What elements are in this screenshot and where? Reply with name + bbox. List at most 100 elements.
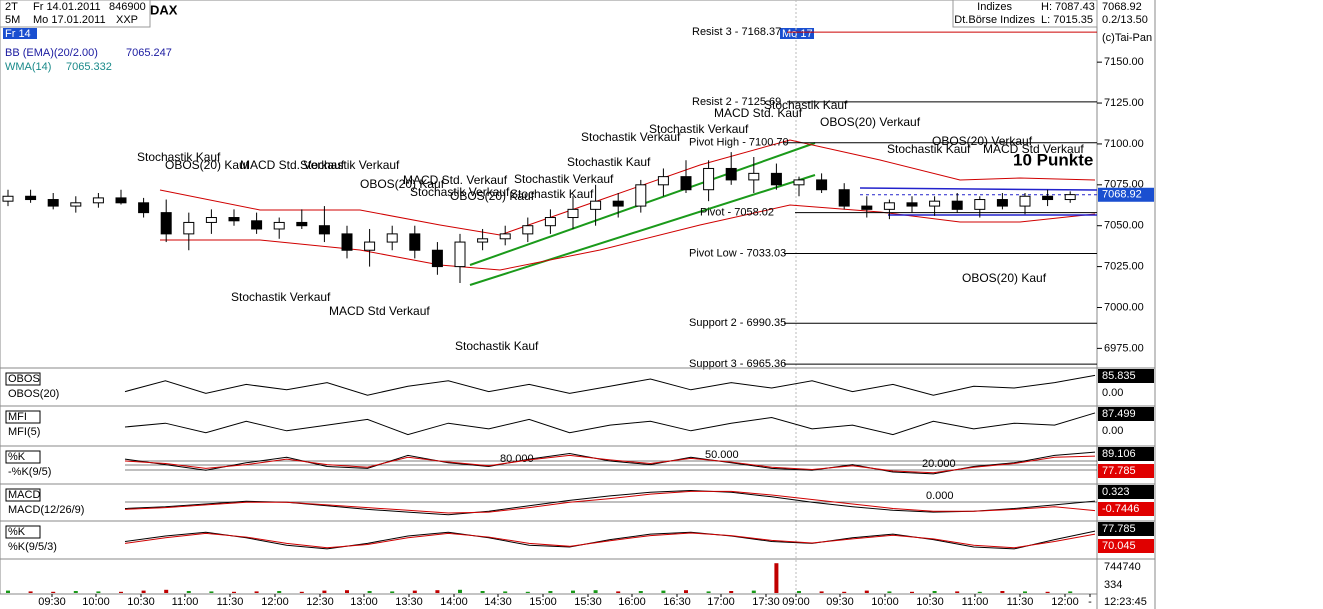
panel-button[interactable]: %K <box>8 451 26 463</box>
volume-bar <box>209 591 214 593</box>
panel-button[interactable]: MACD <box>8 489 40 501</box>
indicator-line <box>124 374 1096 396</box>
callout: 10 Punkte <box>1013 150 1093 169</box>
group: Indizes <box>977 1 1012 13</box>
panel-button-box <box>5 488 41 502</box>
time-label: 09:30 <box>826 596 854 608</box>
value-label: 87.499 <box>1102 408 1136 420</box>
bollinger-upper <box>159 139 1096 236</box>
candle-body <box>748 172 760 181</box>
panel-button-box <box>5 450 41 464</box>
time-label: 11:30 <box>1007 596 1034 608</box>
panel-button[interactable]: %K <box>8 526 26 538</box>
volume-bar <box>977 591 982 593</box>
time-label: 17:00 <box>707 596 735 608</box>
code: 846900 <box>109 1 146 13</box>
last-price: 7068.92 <box>1102 189 1142 201</box>
trend-channel <box>469 174 816 286</box>
price-label: 7025.00 <box>1104 261 1144 273</box>
indicator-line <box>124 530 1096 550</box>
candle-body <box>929 200 941 207</box>
volume-bar <box>141 590 146 593</box>
volume-label: 744740 <box>1104 561 1141 573</box>
volume-bar <box>616 591 621 593</box>
value-label: 0.00 <box>1102 425 1123 437</box>
value-label-bg <box>1098 522 1154 536</box>
time-label: 10:30 <box>127 596 155 608</box>
time-label: 12:00 <box>261 596 289 608</box>
volume-bar <box>299 591 304 593</box>
volume-bar <box>661 590 666 593</box>
candle-body <box>567 208 579 219</box>
volume-bar <box>6 590 10 593</box>
candle-body <box>273 221 285 230</box>
time-label: 11:30 <box>217 596 244 608</box>
candle-body <box>2 195 14 202</box>
candle-body <box>477 238 489 243</box>
volume-bar <box>435 590 440 593</box>
time-label: 13:00 <box>350 596 378 608</box>
price-label: 7075.00 <box>1104 179 1144 191</box>
signal-annotation: Stochastik Verkauf <box>231 290 331 304</box>
signal-annotation: OBOS(20) Kauf <box>450 189 535 203</box>
candle-body <box>770 172 782 186</box>
candle-body <box>1064 194 1076 201</box>
candle-body <box>612 200 624 207</box>
value-label: 77.785 <box>1102 523 1136 535</box>
candle-body <box>951 200 963 210</box>
signal-annotation: MACD Std Verkauf <box>329 304 430 318</box>
volume-bar <box>932 591 937 593</box>
time-label: 11:00 <box>172 596 199 608</box>
candle-body <box>1019 195 1031 207</box>
volume-bar <box>525 591 530 593</box>
pivot-label: Support 3 - 6965.36 <box>689 358 786 370</box>
volume-bar <box>96 591 101 593</box>
volume-bar <box>390 591 395 593</box>
time-label: 10:00 <box>82 596 110 608</box>
time-label: 12:00 <box>1051 596 1079 608</box>
time-label: 10:00 <box>871 596 899 608</box>
panel-title: -%K(9/5) <box>8 466 51 478</box>
signal-annotation: Stochastik Kauf <box>137 150 221 164</box>
panel-button[interactable]: OBOS <box>8 373 40 385</box>
candle-body <box>703 167 715 191</box>
exchange: XXP <box>116 14 138 26</box>
day-marker-bg <box>3 28 37 39</box>
copyright: (c)Tai-Pan <box>1102 32 1152 44</box>
clock: 12:23:45 <box>1104 596 1147 608</box>
panel-button[interactable]: MFI <box>8 411 27 423</box>
panel-button-box <box>5 525 41 539</box>
pivot-label: Resist 2 - 7125.69 <box>692 96 781 108</box>
value-label: 0.00 <box>1102 387 1123 399</box>
price-label: 7125.00 <box>1104 97 1144 109</box>
candle-body <box>861 205 873 210</box>
value-label-bg <box>1098 447 1154 461</box>
signal-annotation: Stochastik Kauf <box>764 98 848 112</box>
period: 5M <box>5 14 20 26</box>
volume-bar <box>480 591 485 593</box>
high: H: 7087.43 <box>1041 1 1095 13</box>
signal-annotation: OBOS(20) Verkauf <box>932 134 1033 148</box>
legend-value: 7065.332 <box>66 61 112 73</box>
time-label: 09:00 <box>782 596 810 608</box>
candle-body <box>341 233 353 251</box>
time-label: 17:30 <box>752 596 780 608</box>
volume-bar <box>706 591 711 593</box>
pivot-label: Pivot High - 7100.70 <box>689 137 789 149</box>
legend-name: WMA(14) <box>5 61 51 73</box>
time-label: 16:00 <box>618 596 646 608</box>
candle-body <box>115 197 127 204</box>
signal-annotation: OBOS(20) Kauf <box>962 271 1047 285</box>
candle-body <box>228 217 240 222</box>
volume-bar <box>1023 591 1027 593</box>
volume-bar <box>571 590 575 593</box>
level-label: 20.000 <box>922 458 956 470</box>
volume-bar <box>322 590 327 593</box>
signal-annotation: Stochastik Verkauf <box>581 130 681 144</box>
volume-bar <box>887 591 892 593</box>
candle-body <box>522 225 534 235</box>
last-price-bg <box>1098 187 1154 202</box>
day-marker-bg <box>780 28 814 39</box>
candle-body <box>680 176 692 191</box>
